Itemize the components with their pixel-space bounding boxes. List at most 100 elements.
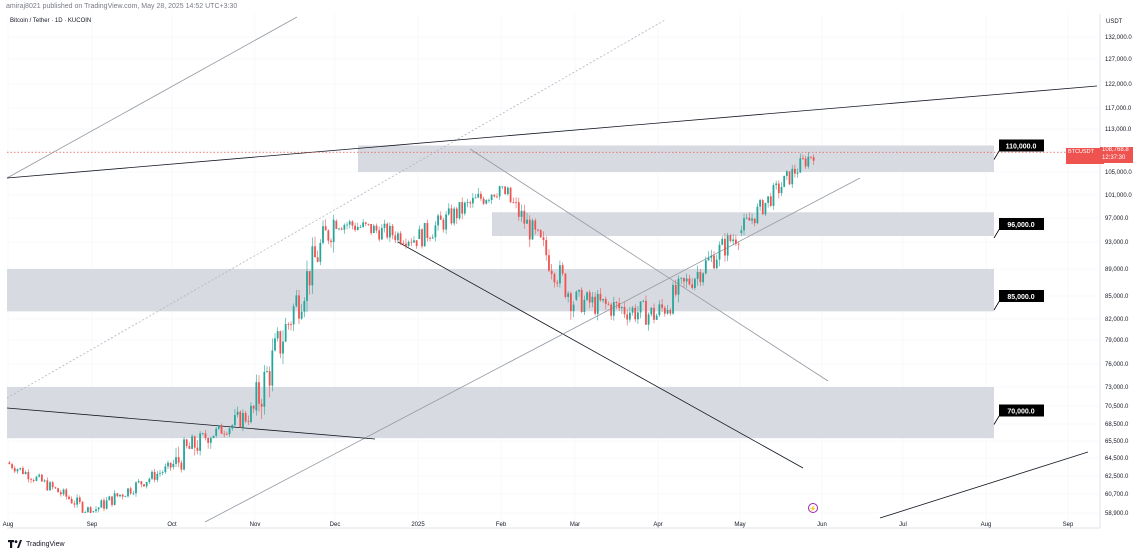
- candle: [777, 180, 780, 199]
- candle: [653, 303, 655, 324]
- level-labels: 110,000.0 96,000.0 85,000.0 70,000.0: [993, 139, 1044, 425]
- candle: [526, 212, 528, 224]
- svg-text:85,000.0: 85,000.0: [1007, 294, 1034, 301]
- candle: [509, 187, 512, 203]
- price-tick-label: 127,000.0: [1105, 57, 1132, 63]
- candle: [250, 402, 252, 424]
- candle: [429, 236, 431, 242]
- candle: [724, 233, 726, 262]
- svg-text:110,000.0: 110,000.0: [1006, 144, 1037, 151]
- candle: [490, 194, 493, 204]
- candle: [391, 224, 394, 240]
- candle: [645, 295, 647, 325]
- candle: [469, 200, 472, 209]
- candle: [185, 438, 188, 449]
- candle: [437, 213, 439, 231]
- time-tick-label: 2025: [411, 522, 425, 528]
- candle: [298, 289, 300, 324]
- candle: [761, 198, 764, 216]
- candle: [287, 322, 290, 330]
- candle: [295, 289, 298, 308]
- candle: [807, 152, 810, 169]
- zone-rect: [358, 145, 994, 172]
- candle: [19, 467, 22, 471]
- candle: [683, 277, 685, 288]
- candle: [661, 298, 663, 313]
- candle: [364, 221, 367, 227]
- candle: [108, 495, 111, 501]
- candle: [386, 222, 389, 240]
- candle: [78, 495, 81, 504]
- price-tick-label: 105,000.0: [1105, 170, 1132, 176]
- svg-text:⚡: ⚡: [809, 505, 816, 513]
- candle: [732, 233, 735, 246]
- trendline-bottom-right: [879, 451, 1089, 519]
- candle: [274, 333, 276, 352]
- candle: [561, 262, 564, 277]
- candle: [68, 495, 70, 500]
- candle: [415, 240, 418, 249]
- candle: [485, 199, 488, 205]
- candle: [148, 477, 151, 484]
- candle: [30, 477, 32, 484]
- candle: [669, 308, 672, 316]
- candle: [455, 206, 458, 224]
- candle: [663, 305, 666, 317]
- level-label: 85,000.0: [999, 290, 1044, 302]
- candle: [70, 496, 73, 504]
- candle: [175, 447, 177, 468]
- candle: [707, 251, 710, 261]
- price-tick-label: 82,000.0: [1105, 317, 1129, 323]
- candle: [542, 231, 545, 247]
- time-tick-label: Oct: [167, 522, 177, 528]
- candle: [225, 431, 228, 436]
- candle: [588, 289, 591, 309]
- tradingview-logo-icon: [8, 540, 22, 548]
- candle: [721, 236, 724, 246]
- candle: [191, 434, 193, 450]
- candle: [556, 279, 559, 287]
- candle: [631, 305, 634, 316]
- event-icon[interactable]: ⚡: [808, 503, 818, 513]
- candle: [596, 290, 599, 321]
- price-tick-label: 60,700.0: [1105, 492, 1129, 498]
- candle: [260, 398, 263, 420]
- candle: [528, 215, 531, 248]
- candle: [498, 185, 501, 200]
- candle: [164, 463, 167, 474]
- candle: [375, 223, 378, 234]
- candle: [748, 212, 751, 221]
- last-price-badge: BTCUSDT: [1066, 148, 1104, 164]
- candle: [97, 507, 100, 513]
- candle: [602, 298, 605, 303]
- candle: [628, 306, 631, 323]
- candle: [591, 291, 594, 308]
- candle: [512, 197, 515, 204]
- price-value-box: 108,768.8 12:37:30: [1100, 147, 1133, 163]
- price-axis[interactable]: 132,000.0 127,000.0 122,000.0 117,000.0 113,…: [1105, 35, 1132, 517]
- candle: [620, 305, 623, 314]
- candle: [520, 204, 523, 222]
- candle: [413, 236, 415, 244]
- candle: [65, 488, 68, 500]
- candle: [372, 224, 375, 234]
- candle: [32, 478, 35, 483]
- candle: [650, 307, 653, 317]
- time-axis[interactable]: Aug Sep Oct Nov Dec 2025 Feb Mar Apr May Jun Jul Aug…: [3, 522, 1074, 528]
- candle: [167, 460, 169, 470]
- candle: [702, 272, 704, 286]
- candle: [351, 220, 354, 230]
- svg-text:70,000.0: 70,000.0: [1007, 409, 1034, 416]
- candle: [461, 197, 464, 220]
- symbol-title: Bitcoin / Tether · 1D · KUCOIN: [10, 18, 92, 24]
- candle: [143, 484, 145, 487]
- candle: [92, 510, 95, 513]
- tradingview-brand[interactable]: TradingView: [8, 540, 65, 548]
- candle: [545, 236, 548, 261]
- candle: [753, 218, 756, 227]
- candle: [258, 375, 260, 412]
- candle: [116, 493, 119, 498]
- candle: [402, 240, 405, 245]
- candle: [132, 490, 135, 496]
